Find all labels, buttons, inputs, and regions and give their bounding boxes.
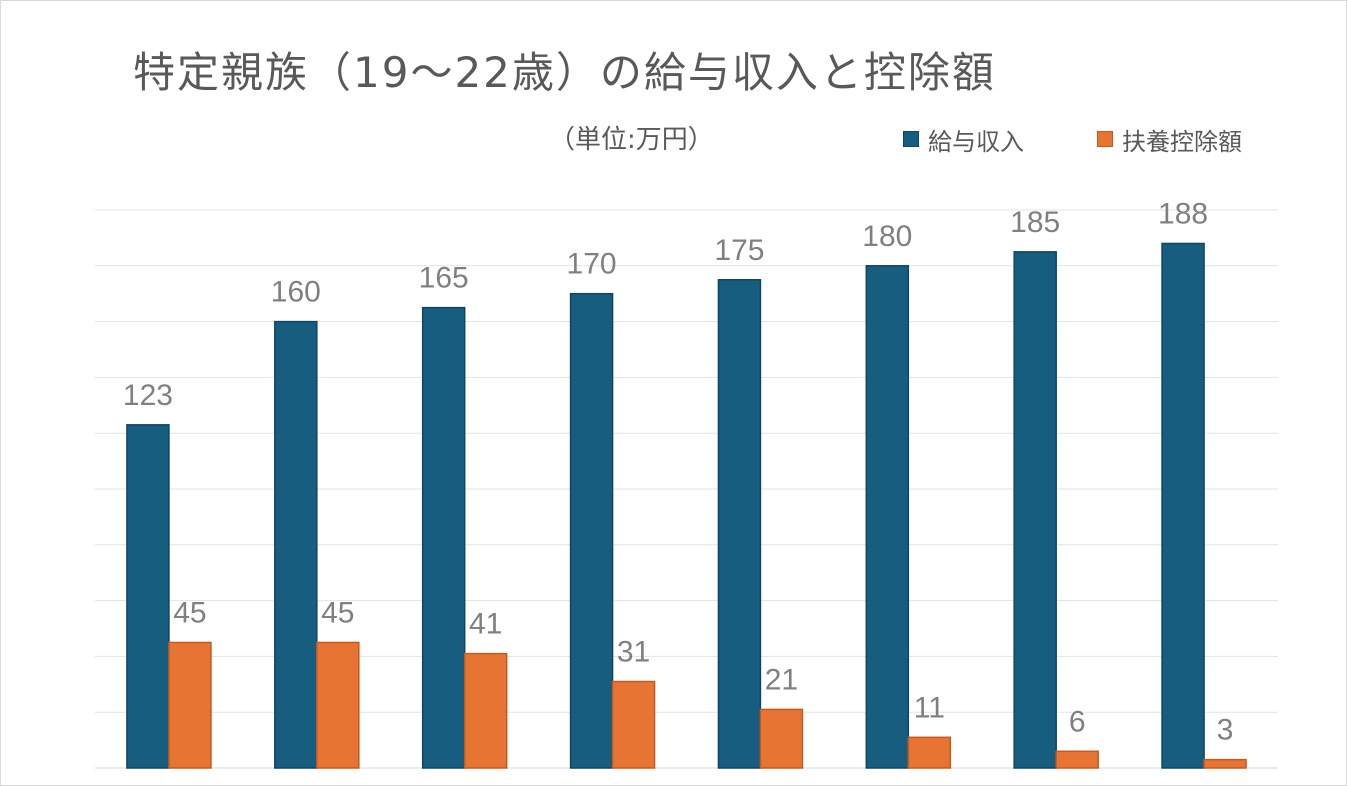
bar-series-1	[569, 292, 614, 769]
bar-series-1	[717, 279, 762, 769]
bar-series-1	[274, 320, 318, 769]
bar-series-1	[421, 306, 466, 769]
data-label-series-2: 6	[1069, 705, 1086, 738]
data-label-series-1: 188	[1158, 197, 1208, 230]
bar-series-1	[1013, 251, 1057, 769]
data-label-series-1: 185	[1010, 206, 1060, 239]
legend-swatch-series-1	[903, 131, 919, 147]
data-label-series-2: 3	[1217, 714, 1234, 747]
bar-series-1	[1161, 242, 1205, 769]
chart-title: 特定親族（19～22歳）の給与収入と控除額	[133, 48, 996, 97]
legend-swatch-series-2	[1097, 131, 1113, 147]
bar-series-1	[126, 424, 170, 769]
data-label-series-2: 45	[173, 596, 206, 629]
bar-series-2	[1055, 750, 1099, 769]
data-label-series-1: 160	[271, 276, 321, 309]
legend-item-series-2: 扶養控除額	[1097, 123, 1242, 156]
bar-series-2	[1203, 758, 1247, 769]
bar-series-1	[865, 265, 910, 769]
bar-series-2	[463, 652, 508, 769]
data-label-series-2: 45	[321, 596, 354, 629]
data-label-series-2: 41	[469, 608, 502, 641]
data-label-series-1: 123	[123, 379, 173, 412]
legend-label-series-2: 扶養控除額	[1122, 127, 1242, 156]
data-label-series-1: 180	[862, 220, 912, 253]
data-label-series-1: 170	[567, 248, 617, 281]
data-label-series-2: 11	[914, 691, 945, 724]
bar-series-2	[611, 680, 656, 769]
legend-label-series-1: 給与収入	[928, 127, 1024, 156]
bar-series-2	[168, 641, 212, 769]
data-label-series-2: 31	[617, 636, 650, 669]
unit-note: （単位:万円）	[549, 125, 714, 155]
bar-series-2	[316, 641, 360, 769]
bar-series-2	[907, 736, 952, 769]
data-label-series-1: 165	[419, 262, 469, 295]
data-label-series-1: 175	[714, 234, 764, 267]
data-label-series-2: 21	[765, 663, 798, 696]
legend-item-series-1: 給与収入	[903, 123, 1024, 156]
bar-series-2	[759, 708, 804, 769]
